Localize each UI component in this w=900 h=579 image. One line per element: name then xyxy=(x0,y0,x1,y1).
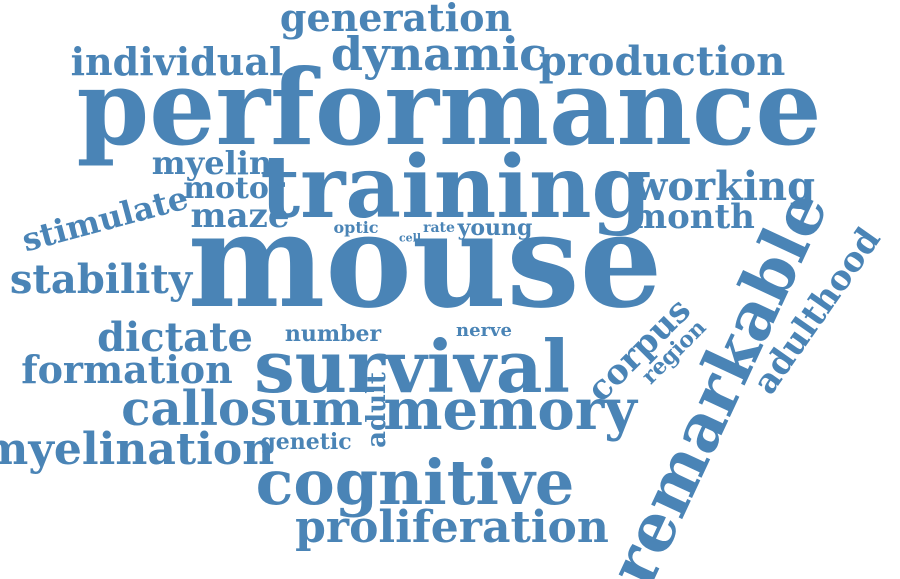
word-number: number xyxy=(284,321,382,347)
word-myelin: myelin xyxy=(151,144,273,182)
word-proliferation: proliferation xyxy=(295,502,609,553)
word-cognitive: cognitive xyxy=(255,446,575,519)
word-callosum: callosum xyxy=(121,381,363,437)
word-nerve: nerve xyxy=(456,320,512,341)
word-formation: formation xyxy=(21,347,233,392)
word-production: production xyxy=(538,38,786,85)
word-performance: performance xyxy=(76,46,822,169)
word-rate: rate xyxy=(423,220,455,236)
word-training: training xyxy=(260,137,652,238)
word-young: young xyxy=(457,215,533,241)
word-maze: maze xyxy=(190,196,290,236)
word-generation: generation xyxy=(279,0,513,40)
word-individual: individual xyxy=(70,39,284,84)
word-memory: memory xyxy=(383,377,637,443)
word-mouse: mouse xyxy=(187,184,663,337)
word-genetic: genetic xyxy=(260,429,352,455)
word-motor: motor xyxy=(183,171,285,206)
word-stimulate: stimulate xyxy=(17,178,193,260)
word-myelination: myelination xyxy=(0,424,275,475)
word-dynamic: dynamic xyxy=(330,27,548,81)
word-month: month xyxy=(631,197,755,237)
word-dictate: dictate xyxy=(97,314,253,361)
word-optic: optic xyxy=(333,218,379,237)
word-working: working xyxy=(632,163,816,210)
word-cell: cell xyxy=(398,231,422,245)
word-survival: survival xyxy=(254,324,570,409)
word-stability: stability xyxy=(9,256,193,303)
